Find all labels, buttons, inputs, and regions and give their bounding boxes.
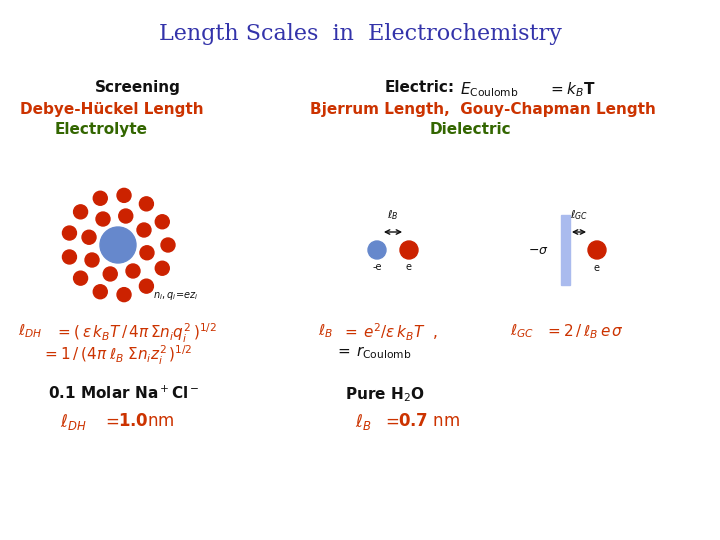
Text: $\ell_{DH}$: $\ell_{DH}$ [18,322,42,340]
Circle shape [368,241,386,259]
Text: $=$: $=$ [382,412,400,430]
Text: Bjerrum Length,  Gouy-Chapman Length: Bjerrum Length, Gouy-Chapman Length [310,102,656,117]
Circle shape [73,205,88,219]
Circle shape [156,215,169,229]
Text: $= 2\,/\,\ell_B\, e\,\sigma$: $= 2\,/\,\ell_B\, e\,\sigma$ [545,322,624,341]
Text: $= (\,\varepsilon\, k_B T\, /\, 4\pi\, \Sigma n_i q_i^2\,)^{1/2}$: $= (\,\varepsilon\, k_B T\, /\, 4\pi\, \… [55,322,217,345]
Text: Screening: Screening [95,80,181,95]
Text: $\ell_B$: $\ell_B$ [387,208,399,222]
Circle shape [119,209,132,223]
Circle shape [94,191,107,205]
Text: $\ell_{DH}$: $\ell_{DH}$ [60,412,86,432]
Circle shape [140,279,153,293]
Text: $\ell_{GC}$: $\ell_{GC}$ [510,322,534,340]
Circle shape [100,227,136,263]
Circle shape [73,271,88,285]
Circle shape [126,264,140,278]
Text: $=\, e^2/\varepsilon\, k_B T$  ,: $=\, e^2/\varepsilon\, k_B T$ , [342,322,438,343]
Text: e: e [594,263,600,273]
Circle shape [161,238,175,252]
Circle shape [588,241,606,259]
Text: $\ell_B$: $\ell_B$ [318,322,333,340]
Circle shape [400,241,418,259]
Circle shape [63,226,76,240]
Text: e: e [406,262,412,272]
Circle shape [94,285,107,299]
Text: Pure H$_2$O: Pure H$_2$O [345,385,425,404]
Text: $\mathbf{0.7}$ nm: $\mathbf{0.7}$ nm [398,412,460,430]
Text: -e: -e [372,262,382,272]
Circle shape [85,253,99,267]
Bar [561,215,570,285]
Text: $=$: $=$ [102,412,120,430]
Text: $n_i, q_i\!=\!ez_i$: $n_i, q_i\!=\!ez_i$ [153,290,199,302]
Circle shape [103,267,117,281]
Text: Electrolyte: Electrolyte [55,122,148,137]
Text: Dielectric: Dielectric [430,122,512,137]
Circle shape [140,197,153,211]
Text: $E_{\mathrm{Coulomb}}$: $E_{\mathrm{Coulomb}}$ [460,80,518,99]
Circle shape [82,230,96,244]
Circle shape [156,261,169,275]
Text: Length Scales  in  Electrochemistry: Length Scales in Electrochemistry [158,23,562,45]
Circle shape [117,288,131,302]
Text: $=\, r_{\mathrm{Coulomb}}$: $=\, r_{\mathrm{Coulomb}}$ [335,344,411,361]
Circle shape [117,188,131,202]
Text: Debye-Hückel Length: Debye-Hückel Length [20,102,204,117]
Circle shape [96,212,110,226]
Text: $\ell_{GC}$: $\ell_{GC}$ [570,208,588,222]
Text: $= 1\,/\,(4\pi\; \ell_B\; \Sigma n_i z_i^2\,)^{1/2}$: $= 1\,/\,(4\pi\; \ell_B\; \Sigma n_i z_i… [42,344,193,367]
Circle shape [137,223,151,237]
Text: $-\sigma$: $-\sigma$ [528,244,549,256]
Text: 0.1 Molar Na$^+$Cl$^-$: 0.1 Molar Na$^+$Cl$^-$ [48,385,199,402]
Circle shape [140,246,154,260]
Text: $\mathbf{1.0}$nm: $\mathbf{1.0}$nm [118,412,175,430]
Text: Electric:: Electric: [385,80,455,95]
Text: $= k_B$T: $= k_B$T [548,80,595,99]
Text: $\ell_B$: $\ell_B$ [355,412,372,432]
Circle shape [63,250,76,264]
